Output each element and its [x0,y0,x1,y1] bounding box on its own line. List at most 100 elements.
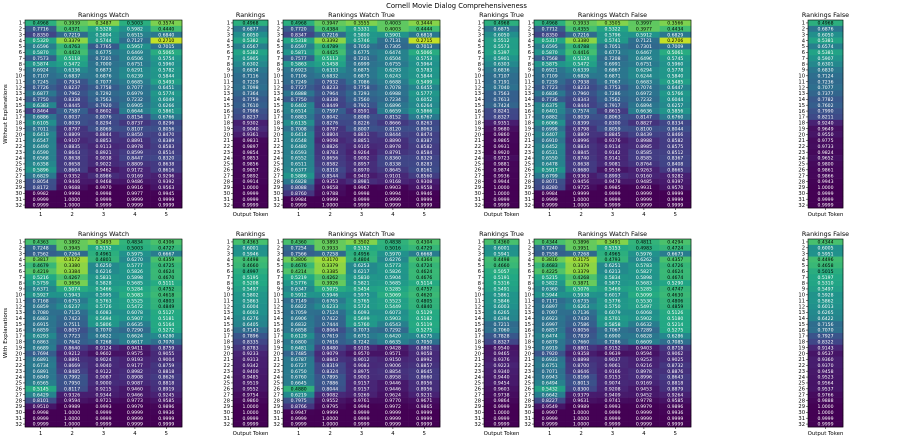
cell-value-label: 0.8300 [573,386,589,392]
cell-value-label: 0.4360 [493,240,509,246]
heatmap-cell [314,403,347,410]
cell-value-label: 0.6068 [636,310,652,316]
y-tick-label: 25 [474,381,481,387]
y-tick-label: 1 [478,21,481,27]
heatmap-cell [565,43,598,50]
cell-value-label: 0.9537 [817,386,833,392]
y-tick-label: 7 [802,275,805,281]
heatmap-cell [25,25,57,33]
cell-value-label: 0.6429 [33,392,49,398]
heatmap-cell [345,268,378,275]
x-tick-label: 5 [423,431,426,437]
heatmap-cell [565,297,598,304]
heatmap-cell [345,327,378,334]
y-tick-label: 27 [223,392,230,398]
cell-value-label: 0.9098 [322,138,338,144]
heatmap-cell [233,31,269,38]
cell-value-label: 0.9999 [667,203,683,209]
heatmap-cell [345,25,378,33]
cell-value-label: 0.9446 [64,179,80,185]
cell-value-label: 0.3574 [158,21,174,27]
cell-value-label: 0.8147 [636,115,652,121]
heatmap-cell [484,31,520,38]
heatmap-cell [628,286,660,293]
heatmap-cell [87,178,120,185]
heatmap-cell [565,280,598,287]
heatmap-cell [345,131,378,138]
cell-value-label: 0.8645 [416,369,432,375]
heatmap-cell [628,166,660,174]
heatmap-cell [233,291,269,299]
heatmap-cell [565,268,598,275]
y-tick-label: 22 [223,144,230,150]
heatmap-cell [659,309,692,316]
cell-value-label: 0.6105 [33,120,49,126]
heatmap-cell [233,202,269,209]
cell-value-label: 0.5003 [127,21,143,27]
heatmap-cell [283,291,315,299]
heatmap-cell [345,43,378,50]
heatmap-cell [659,415,692,422]
heatmap-cell [565,149,598,156]
heatmap-cell [314,338,347,346]
cell-value-label: 0.7071 [542,369,558,375]
cell-value-label: 0.9458 [817,369,833,375]
cell-value-label: 0.7249 [291,79,307,85]
heatmap-cell [25,172,57,179]
cell-value-label: 0.6552 [291,156,307,162]
cell-value-label: 0.7960 [573,91,589,97]
heatmap-cell [283,178,315,185]
heatmap-cell [87,344,120,351]
y-tick-label: 23 [15,150,22,156]
cell-value-label: 0.9999 [573,191,589,197]
heatmap-cell [283,67,315,74]
y-tick-label: 15 [15,322,22,328]
cell-value-label: 0.7753 [604,85,620,91]
cell-value-label: 0.4811 [636,240,652,246]
heatmap-cell [314,368,347,375]
cell-value-label: 0.8042 [322,115,338,121]
heatmap-cell [87,256,120,263]
cell-value-label: 0.9379 [573,392,589,398]
heatmap-cell [408,90,441,97]
y-tick-label: 15 [474,103,481,109]
heatmap-cell [408,327,441,334]
heatmap-cell [345,421,378,428]
cell-value-label: 0.6213 [604,269,620,275]
y-tick-label: 3 [277,251,280,257]
heatmap-cell [596,262,629,269]
cell-value-label: 0.8335 [242,339,258,345]
heatmap-cell [377,421,409,428]
heatmap-cell [283,350,315,357]
heatmap-cell [808,72,844,80]
y-tick-label: 13 [15,91,22,97]
cell-value-label: 0.4727 [158,245,174,251]
heatmap-cell [408,25,441,33]
cell-value-label: 0.9999 [242,422,258,428]
cell-value-label: 0.8732 [667,363,683,369]
heatmap-cell [314,125,347,132]
heatmap-cell [233,268,269,275]
heatmap-cell [377,143,409,150]
heatmap-cell [283,297,315,304]
cell-value-label: 0.7586 [573,322,589,328]
cell-value-label: 0.8831 [353,132,369,138]
y-tick-label: 3 [19,32,22,38]
heatmap-cell [150,333,183,340]
x-tick-label: 3 [611,431,614,437]
panel-11: Rankings False0.43440.60050.59510.44960.… [798,230,849,437]
cell-value-label: 0.7015 [158,44,174,50]
heatmap-cell [484,108,520,115]
cell-value-label: 0.7828 [493,334,509,340]
cell-value-label: 0.8956 [416,386,432,392]
y-tick-label: 30 [273,410,280,416]
cell-value-label: 0.5778 [667,68,683,74]
y-tick-label: 2 [227,246,230,252]
cell-value-label: 0.4724 [416,263,432,269]
cell-value-label: 0.9168 [385,179,401,185]
heatmap-cell [377,409,409,416]
cell-value-label: 0.5802 [242,292,258,298]
y-tick-label: 11 [524,79,531,85]
y-tick-label: 2 [802,246,805,252]
cell-value-label: 0.9564 [817,381,833,387]
